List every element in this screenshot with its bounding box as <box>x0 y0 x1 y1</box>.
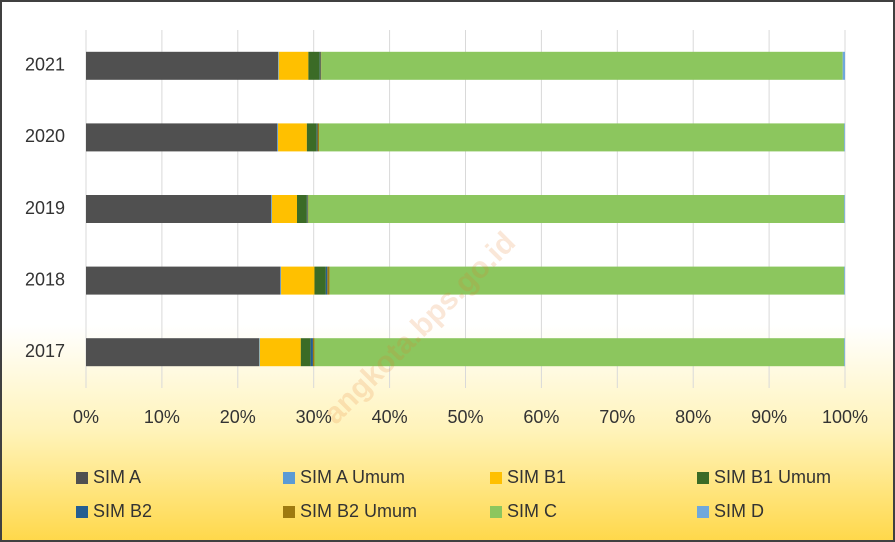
bar-segment <box>317 123 320 152</box>
bar-segment <box>329 266 845 295</box>
bar-segment <box>86 123 278 152</box>
bar-segment <box>314 266 326 295</box>
bar-segment <box>271 195 298 223</box>
x-tick-label: 20% <box>220 407 256 427</box>
bar-segment <box>320 51 322 80</box>
bar-segment <box>306 195 308 223</box>
y-tick-label: 2019 <box>25 198 65 218</box>
x-tick-label: 10% <box>144 407 180 427</box>
legend-swatch <box>283 506 295 518</box>
bar-segment <box>319 123 845 152</box>
bar-segment <box>277 123 279 152</box>
bar-segment <box>300 338 311 367</box>
bar-segment <box>278 51 279 80</box>
bar-segment <box>844 195 845 223</box>
legend-label: SIM C <box>507 501 557 521</box>
y-tick-label: 2021 <box>25 55 65 75</box>
legend-label: SIM B1 Umum <box>714 467 831 487</box>
legend-swatch <box>76 506 88 518</box>
bar-segment <box>307 195 309 223</box>
legend-label: SIM D <box>714 501 764 521</box>
x-tick-label: 80% <box>675 407 711 427</box>
bar-segment <box>325 266 328 295</box>
x-tick-label: 60% <box>523 407 559 427</box>
legend-swatch <box>697 472 709 484</box>
x-tick-label: 50% <box>447 407 483 427</box>
bar-segment <box>844 266 845 295</box>
x-tick-label: 30% <box>296 407 332 427</box>
x-tick-label: 40% <box>372 407 408 427</box>
bar-segment <box>297 195 307 223</box>
legend-label: SIM A Umum <box>300 467 405 487</box>
bar-segment <box>259 338 301 367</box>
legend-label: SIM B2 <box>93 501 152 521</box>
legend-swatch <box>490 472 502 484</box>
bar-segment <box>321 51 843 80</box>
legend-label: SIM A <box>93 467 141 487</box>
bar-segment <box>86 195 272 223</box>
bar-segment <box>86 338 260 367</box>
plot-area: 0% 10% 20% 30% 40% 50% 60% 70% 80% 90% 100% 2017 201… <box>25 30 868 521</box>
bar-segment <box>844 338 845 367</box>
bar-segment <box>312 338 315 367</box>
bar-segment <box>280 266 282 295</box>
legend-label: SIM B1 <box>507 467 566 487</box>
bar-segment <box>308 51 320 80</box>
y-tick-label: 2017 <box>25 341 65 361</box>
legend-swatch <box>697 506 709 518</box>
x-tick-label: 0% <box>73 407 99 427</box>
bar-segment <box>842 51 845 80</box>
y-tick-label: 2020 <box>25 126 65 146</box>
bar-segment <box>316 123 318 152</box>
bar-segment <box>271 195 272 223</box>
bar-segment <box>259 338 260 367</box>
bar-segment <box>86 51 279 80</box>
bar-segment <box>327 266 330 295</box>
bar-segment <box>319 51 321 80</box>
bar-segment <box>310 338 313 367</box>
bar-segment <box>86 266 281 295</box>
bar-segment <box>306 123 317 152</box>
y-tick-label: 2018 <box>25 269 65 289</box>
x-tick-label: 90% <box>751 407 787 427</box>
x-tick-label: 70% <box>599 407 635 427</box>
legend-swatch <box>76 472 88 484</box>
bar-segment <box>308 195 845 223</box>
legend-swatch <box>490 506 502 518</box>
legend-swatch <box>283 472 295 484</box>
bar-segment <box>314 338 845 367</box>
x-tick-label: 100% <box>822 407 868 427</box>
bar-segment <box>278 123 307 152</box>
bar-segment <box>281 266 315 295</box>
bar-segment <box>278 51 309 80</box>
bar-segment <box>844 123 845 152</box>
legend-label: SIM B2 Umum <box>300 501 417 521</box>
